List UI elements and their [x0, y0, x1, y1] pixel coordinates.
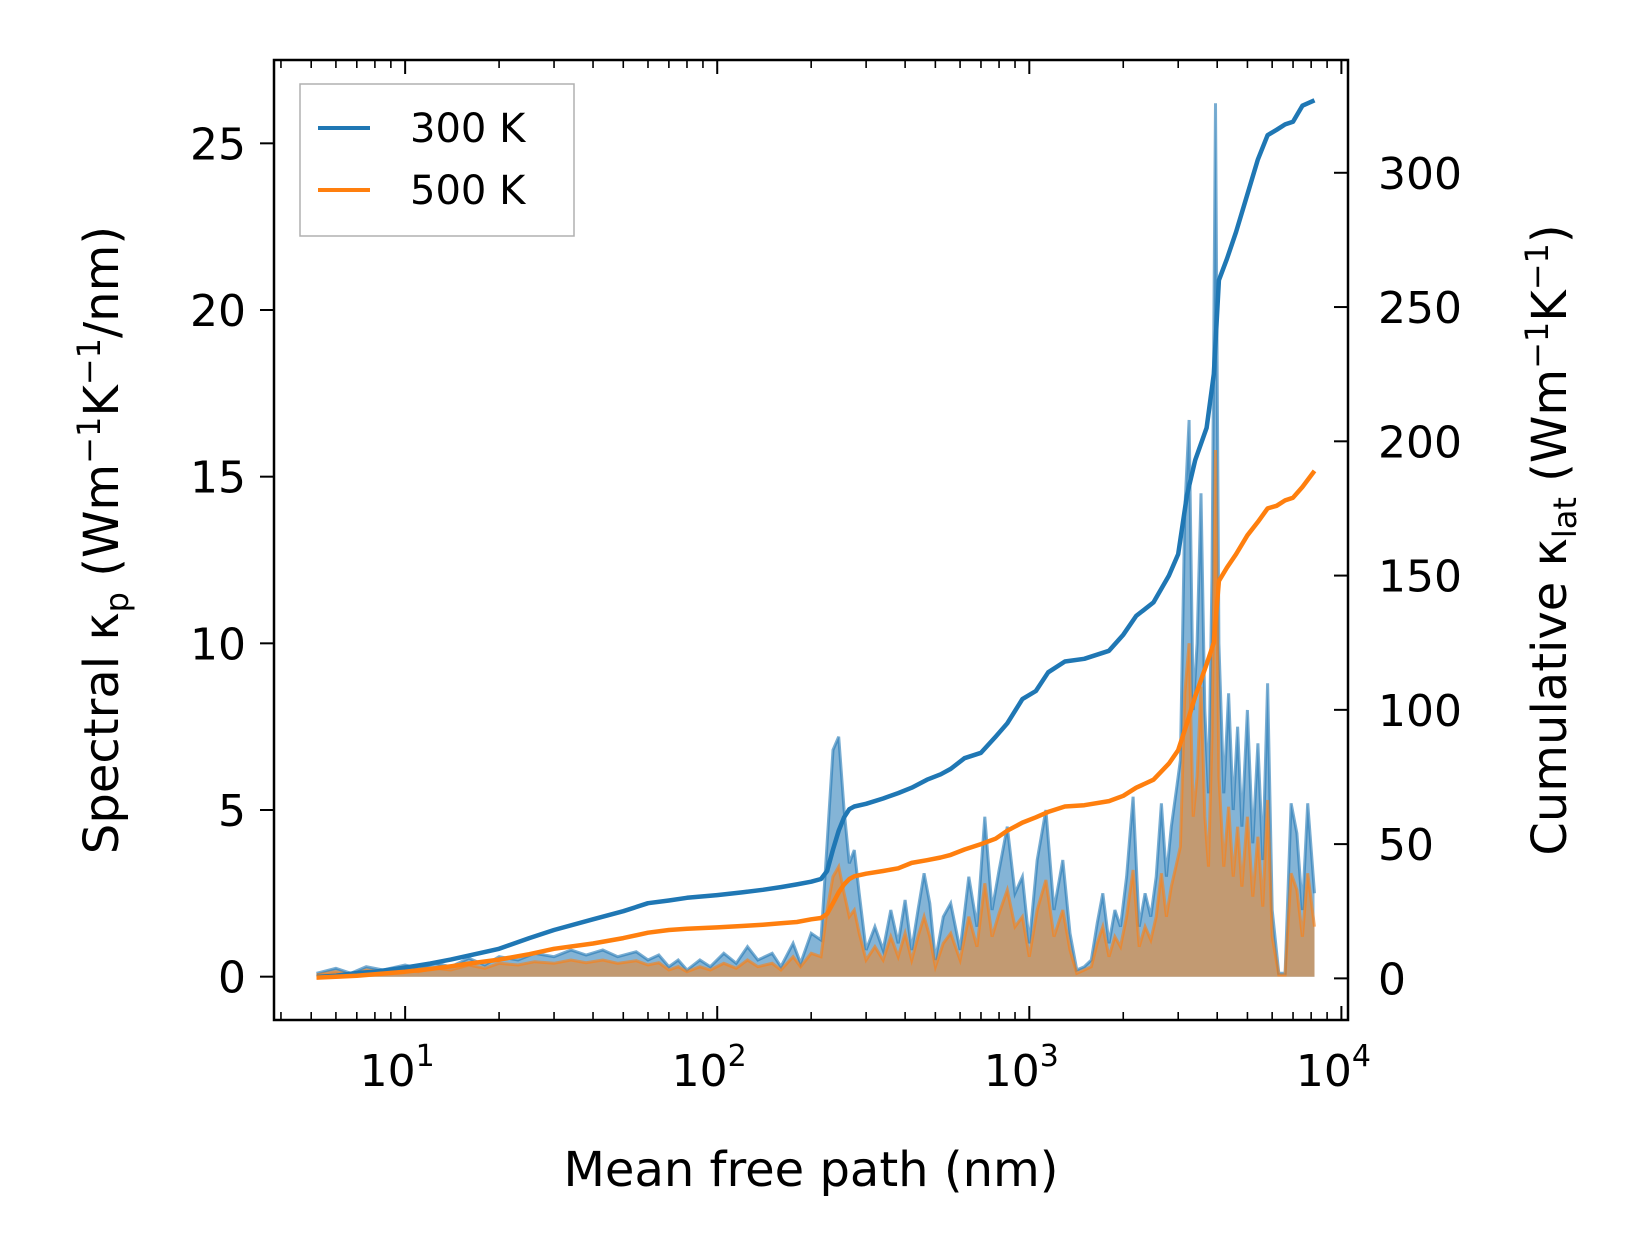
y-left-tick-label: 15: [190, 453, 246, 504]
spectral-line-300k: [316, 103, 1316, 975]
y-right-label-sup1: −1: [1518, 322, 1556, 369]
legend-box: [299, 83, 575, 237]
y-right-tick-label: 100: [1378, 686, 1462, 737]
x-tick-exponent: 4: [1352, 1039, 1371, 1074]
y-right-axis-label: Cumulative κlat (Wm−1K−1): [1518, 224, 1584, 855]
legend: 300 K 500 K: [299, 83, 575, 237]
x-axis-label: Mean free path (nm): [564, 1142, 1059, 1198]
x-tick-base: 10: [984, 1046, 1040, 1097]
legend-label-300k: 300 K: [410, 106, 527, 152]
y-left-label-sup1: −1: [70, 417, 108, 464]
y-right-axis-ticks: 0 50 100 150 200 250 300: [1334, 149, 1462, 1005]
spectral-fill-500k: [316, 450, 1315, 977]
y-left-label-sup2: −1: [70, 338, 108, 385]
y-left-tick-label: 5: [218, 786, 246, 837]
y-left-label-mid: K: [74, 384, 130, 417]
y-right-label-sup2: −1: [1518, 243, 1556, 290]
x-tick-exponent: 1: [416, 1039, 435, 1074]
x-tick-base: 10: [360, 1046, 416, 1097]
y-right-label-sub: lat: [1546, 497, 1584, 538]
y-left-label-text: Spectral κ: [74, 612, 130, 854]
y-left-label-close: /nm): [74, 226, 130, 338]
cumulative-line-300k: [316, 98, 1316, 980]
y-right-tick-label: 300: [1378, 149, 1462, 200]
x-tick-exponent: 2: [728, 1039, 747, 1074]
y-left-tick-label: 10: [190, 619, 246, 670]
y-right-label-text: Cumulative κ: [1522, 538, 1578, 856]
y-left-label-sub: p: [98, 592, 136, 612]
x-tick-base: 10: [1296, 1046, 1352, 1097]
x-tick-base: 10: [672, 1046, 728, 1097]
spectral-fills: [316, 103, 1315, 977]
x-tick-exponent: 3: [1040, 1039, 1059, 1074]
y-left-label-unit: (Wm: [74, 464, 130, 592]
y-right-tick-label: 200: [1378, 417, 1462, 468]
y-right-tick-label: 250: [1378, 283, 1462, 334]
y-left-axis-label: Spectral κp (Wm−1K−1/nm): [70, 226, 136, 854]
x-tick-label: 104: [1296, 1039, 1371, 1097]
x-axis-ticks: 101 102 103 104: [280, 60, 1371, 1097]
y-right-label-mid: K: [1522, 289, 1578, 322]
y-right-label-close: ): [1522, 224, 1578, 243]
x-tick-label: 101: [360, 1039, 435, 1097]
y-right-label-unit: (Wm: [1522, 369, 1578, 497]
x-tick-label: 102: [672, 1039, 747, 1097]
legend-label-500k: 500 K: [410, 168, 527, 214]
y-left-axis-ticks: 0 5 10 15 20 25: [190, 119, 274, 1004]
cumulative-line-500k: [316, 469, 1317, 980]
y-left-tick-label: 20: [190, 286, 246, 337]
y-right-tick-label: 150: [1378, 552, 1462, 603]
y-right-tick-label: 0: [1378, 954, 1406, 1005]
cumulative-lines: [316, 98, 1317, 980]
x-tick-label: 103: [984, 1039, 1059, 1097]
y-right-tick-label: 50: [1378, 820, 1434, 871]
y-left-tick-label: 0: [218, 953, 246, 1004]
y-left-tick-label: 25: [190, 119, 246, 170]
